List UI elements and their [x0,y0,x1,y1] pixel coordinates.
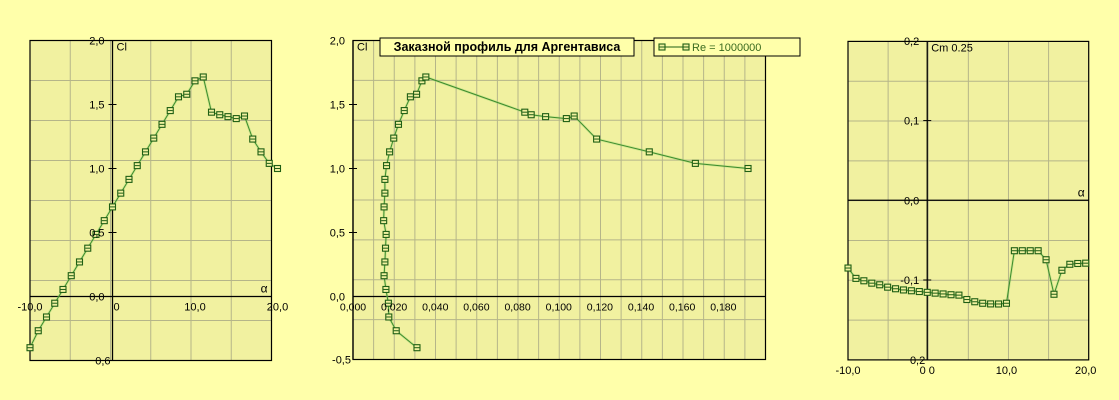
svg-text:0,180: 0,180 [710,302,736,314]
svg-text:0,000: 0,000 [340,302,366,314]
svg-text:Cm 0.25: Cm 0.25 [931,42,973,54]
svg-text:α: α [1078,185,1085,199]
svg-text:0,040: 0,040 [422,302,448,314]
svg-text:0,020: 0,020 [381,302,407,314]
svg-text:0,0: 0,0 [89,292,104,304]
svg-text:2,0: 2,0 [89,36,104,48]
svg-text:0,100: 0,100 [546,302,572,314]
svg-text:-0,5: -0,5 [332,355,351,367]
svg-text:0 0: 0 0 [920,365,935,377]
svg-text:1,5: 1,5 [89,100,104,112]
svg-text:α: α [261,282,268,296]
svg-text:0,080: 0,080 [504,302,530,314]
svg-text:1,0: 1,0 [89,164,104,176]
svg-text:20,0: 20,0 [1075,365,1096,377]
svg-text:0,5: 0,5 [89,228,104,240]
svg-text:-0,1: -0,1 [900,275,919,287]
svg-text:0,160: 0,160 [669,302,695,314]
svg-text:0,1: 0,1 [904,116,919,128]
svg-text:1,0: 1,0 [330,164,345,176]
svg-text:Cl: Cl [357,42,367,54]
svg-text:Re = 1000000: Re = 1000000 [692,42,761,54]
svg-text:0,0: 0,0 [904,195,919,207]
svg-text:-10,0: -10,0 [835,365,860,377]
svg-text:1,5: 1,5 [330,100,345,112]
svg-text:Cl: Cl [117,42,127,54]
svg-text:0,120: 0,120 [587,302,613,314]
svg-text:0,2: 0,2 [904,36,919,48]
svg-text:0,140: 0,140 [628,302,654,314]
svg-text:0: 0 [114,302,120,314]
svg-text:Заказной профиль для Аргентави: Заказной профиль для Аргентависа [394,40,622,54]
svg-text:10,0: 10,0 [184,302,205,314]
svg-text:0,6: 0,6 [95,356,110,368]
svg-text:0,5: 0,5 [330,228,345,240]
svg-text:-10,0: -10,0 [17,302,42,314]
svg-text:20,0: 20,0 [267,302,288,314]
svg-text:10,0: 10,0 [996,365,1017,377]
svg-text:2,0: 2,0 [330,36,345,48]
svg-text:0,060: 0,060 [463,302,489,314]
